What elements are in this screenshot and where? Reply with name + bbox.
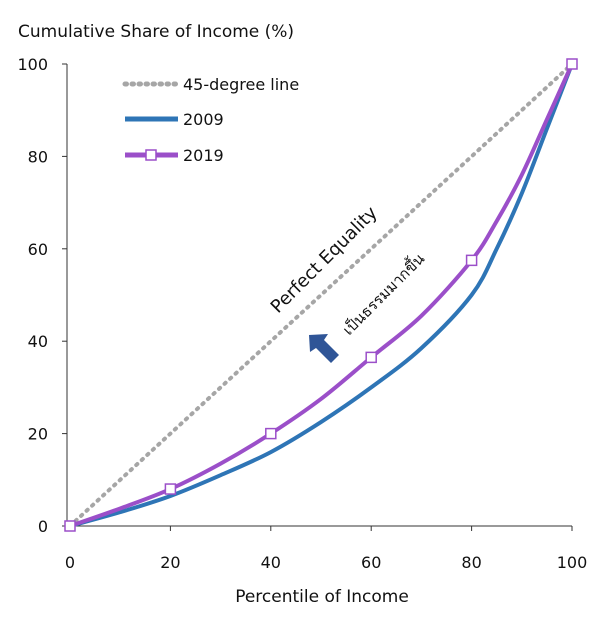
series-2009-line — [69, 63, 574, 528]
x-tick-label: 100 — [557, 553, 588, 572]
x-axis-ticks: 0 20 40 60 80 100 — [65, 526, 587, 572]
x-tick-label: 40 — [261, 553, 281, 572]
y-axis-title: Cumulative Share of Income (%) — [18, 22, 294, 42]
y-tick-label: 60 — [28, 240, 48, 259]
x-axis-title: Percentile of Income — [235, 587, 409, 607]
y-tick-label: 20 — [28, 425, 48, 444]
y-tick-label: 40 — [28, 332, 48, 351]
series-2019-marker — [265, 427, 277, 440]
legend-label-2009: 2009 — [183, 110, 224, 129]
x-tick-label: 80 — [461, 553, 481, 572]
y-tick-label: 100 — [17, 55, 48, 74]
legend-label-2019: 2019 — [183, 146, 224, 165]
legend: 45-degree line 2009 2019 — [122, 75, 299, 165]
x-tick-label: 20 — [160, 553, 180, 572]
arrow-icon — [309, 334, 339, 363]
y-axis-ticks: 0 20 40 60 80 100 — [17, 55, 67, 536]
legend-label-45-degree: 45-degree line — [183, 75, 299, 94]
series-45-degree-line — [68, 62, 574, 528]
y-tick-label: 80 — [28, 147, 48, 166]
series-2019-marker — [64, 520, 76, 532]
series-2019-marker — [164, 483, 177, 495]
x-tick-label: 60 — [361, 553, 381, 572]
x-tick-label: 0 — [65, 553, 75, 572]
plot-area — [64, 58, 578, 532]
legend-marker-2019 — [145, 149, 157, 161]
y-tick-label: 0 — [38, 517, 48, 536]
more-equal-label: เป็นธรรมมากขึ้น — [338, 248, 428, 338]
series-2019-marker — [566, 58, 578, 70]
series-2019-marker — [465, 254, 478, 267]
series-2019-marker — [365, 351, 377, 364]
